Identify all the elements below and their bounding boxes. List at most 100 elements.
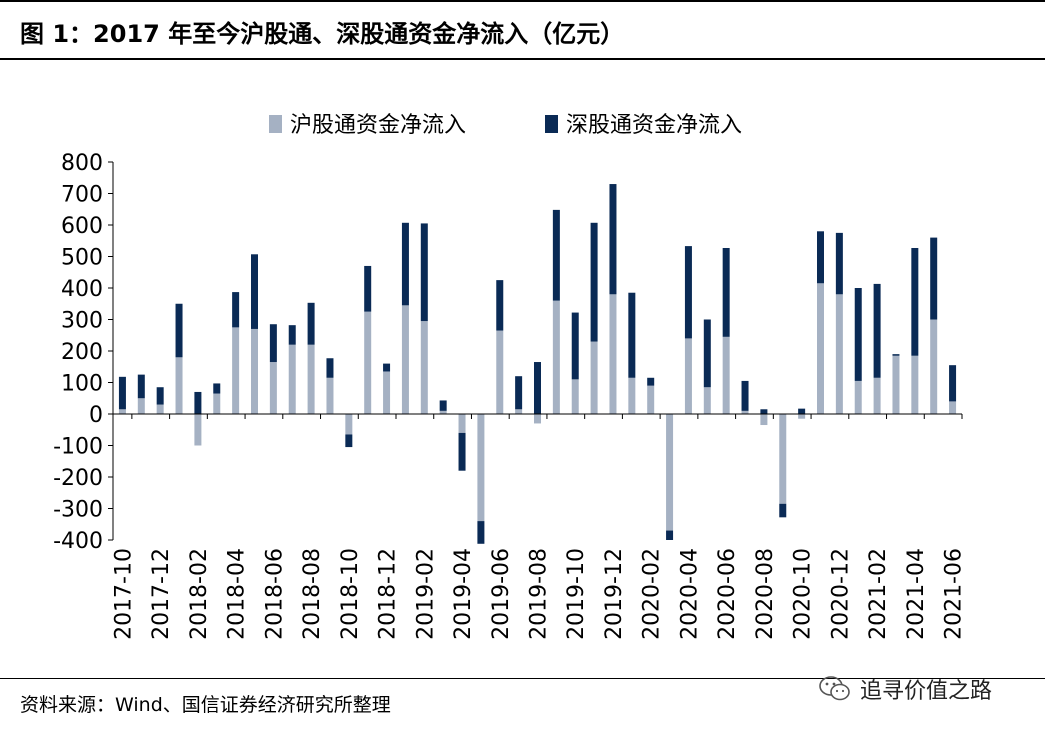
bar-sz xyxy=(232,292,240,328)
bar-sh xyxy=(722,336,730,414)
bar-sz xyxy=(684,246,692,339)
bar-sh xyxy=(345,414,353,435)
bar-sh xyxy=(741,410,749,414)
y-tick-label: 0 xyxy=(89,403,103,428)
x-tick-label: 2021-02 xyxy=(866,548,891,640)
bar-sz xyxy=(949,365,957,402)
bar-sz xyxy=(873,283,881,378)
bar-sh xyxy=(156,404,164,414)
x-tick-label: 2019-08 xyxy=(527,548,552,640)
bar-sz xyxy=(590,222,598,342)
bar-sz xyxy=(854,288,862,381)
bar-sh xyxy=(175,357,183,414)
bar-sz xyxy=(760,409,768,414)
x-tick-label: 2018-10 xyxy=(338,548,363,640)
bar-sh xyxy=(854,380,862,414)
x-tick-label: 2021-04 xyxy=(904,548,929,640)
bar-sh xyxy=(552,300,560,414)
bar-sz xyxy=(515,376,523,410)
bar-sz xyxy=(911,247,919,356)
bar-sh xyxy=(590,341,598,414)
bar-sh xyxy=(835,294,843,414)
x-axis: 2017-10 2017-12 2018-02 2018-04 2018-06 2018-… xyxy=(111,413,967,640)
bar-sz xyxy=(194,391,202,414)
bar-sh xyxy=(628,377,636,414)
bar-sz xyxy=(326,358,334,378)
bar-sz xyxy=(798,408,806,414)
bar-sh xyxy=(760,414,768,426)
bar-sz xyxy=(213,383,221,394)
bar-sz xyxy=(383,363,391,372)
figure-title: 图 1：2017 年至今沪股通、深股通资金净流入（亿元） xyxy=(20,20,625,48)
bar-sh xyxy=(779,414,787,504)
y-tick-label: 600 xyxy=(61,214,103,239)
x-tick-label: 2017-12 xyxy=(149,548,174,640)
bar-sh xyxy=(269,362,277,414)
bar-sh xyxy=(873,377,881,414)
x-tick-label: 2019-04 xyxy=(451,548,476,640)
bar-sh xyxy=(949,401,957,414)
y-tick-label: 400 xyxy=(61,277,103,302)
y-tick-label: -200 xyxy=(53,466,103,491)
bar-sz xyxy=(741,380,749,411)
bar-sh xyxy=(647,385,655,414)
x-tick-label: 2020-02 xyxy=(640,548,665,640)
y-tick-label: 500 xyxy=(61,246,103,271)
y-tick-label: -300 xyxy=(53,498,103,523)
bar-sh xyxy=(609,294,617,414)
bar-sh xyxy=(232,327,240,414)
bar-sh xyxy=(288,344,296,414)
bar-sz xyxy=(930,237,938,320)
bar-sh xyxy=(458,414,466,433)
x-tick-label: 2020-04 xyxy=(677,548,702,640)
figure-title-bar: 图 1：2017 年至今沪股通、深股通资金净流入（亿元） xyxy=(0,0,1045,58)
wechat-icon xyxy=(819,676,850,701)
bar-series xyxy=(118,184,957,544)
bar-sz xyxy=(420,223,428,322)
bar-sz xyxy=(666,530,674,540)
bar-sz xyxy=(628,292,636,378)
bar-sz xyxy=(401,222,409,306)
bar-sh xyxy=(420,321,428,414)
bar-sz xyxy=(458,432,466,471)
x-tick-label: 2019-02 xyxy=(413,548,438,640)
bar-sz xyxy=(137,374,145,399)
bar-sh xyxy=(251,328,258,414)
bar-sh xyxy=(534,414,541,424)
x-tick-label: 2018-04 xyxy=(225,548,250,640)
source-note: 资料来源：Wind、国信证券经济研究所整理 xyxy=(20,694,391,716)
x-tick-label: 2020-08 xyxy=(753,548,778,640)
y-tick-label: 100 xyxy=(61,372,103,397)
y-tick-label: 300 xyxy=(61,309,103,334)
watermark: 追寻价值之路 xyxy=(818,672,992,706)
bar-sz xyxy=(534,362,541,414)
bar-sh xyxy=(401,305,409,414)
y-tick-label: 200 xyxy=(61,340,103,365)
bar-sz xyxy=(703,319,711,388)
bar-sz xyxy=(364,265,372,312)
bar-sh xyxy=(515,409,523,414)
bar-sz xyxy=(269,324,277,363)
bar-sh xyxy=(684,338,692,414)
y-tick-label: 800 xyxy=(61,151,103,176)
bar-sh xyxy=(307,344,315,414)
bar-sz xyxy=(175,303,183,358)
bar-sh xyxy=(194,414,202,446)
x-tick-label: 2019-12 xyxy=(602,548,627,640)
x-tick-label: 2019-10 xyxy=(564,548,589,640)
bar-sz xyxy=(571,312,579,380)
legend-sz-swatch xyxy=(545,115,558,133)
bar-sz xyxy=(835,232,843,295)
x-tick-label: 2018-02 xyxy=(187,548,212,640)
x-tick-label: 2018-06 xyxy=(262,548,287,640)
bar-sh xyxy=(326,377,334,414)
bar-sz xyxy=(722,247,730,337)
x-tick-label: 2020-06 xyxy=(715,548,740,640)
bar-sz xyxy=(118,376,126,410)
legend-sh-swatch xyxy=(269,115,282,133)
bar-sh xyxy=(364,311,372,414)
bar-sz xyxy=(156,387,164,405)
top-rule xyxy=(0,0,1045,2)
bar-sh xyxy=(666,414,674,531)
bar-sh xyxy=(930,319,938,414)
